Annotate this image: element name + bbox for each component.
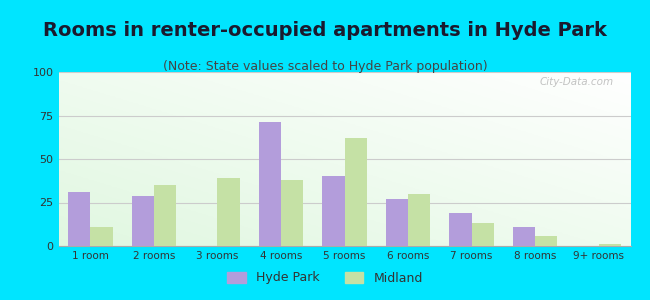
Bar (90, 227, 112, 246)
Bar (259, 122, 281, 246)
Bar (449, 213, 472, 246)
Legend: Hyde Park, Midland: Hyde Park, Midland (221, 265, 429, 291)
Text: City-Data.com: City-Data.com (540, 77, 614, 87)
Bar (599, 244, 621, 246)
Text: (Note: State values scaled to Hyde Park population): (Note: State values scaled to Hyde Park … (162, 60, 488, 73)
Bar (217, 178, 240, 246)
Bar (281, 180, 303, 246)
Bar (322, 176, 344, 246)
Bar (386, 199, 408, 246)
Bar (68, 192, 90, 246)
Bar (513, 227, 535, 246)
Bar (154, 185, 176, 246)
Bar (472, 224, 494, 246)
Bar (131, 196, 154, 246)
Bar (408, 194, 430, 246)
Bar (344, 138, 367, 246)
Text: Rooms in renter-occupied apartments in Hyde Park: Rooms in renter-occupied apartments in H… (43, 21, 607, 40)
Bar (535, 236, 558, 246)
